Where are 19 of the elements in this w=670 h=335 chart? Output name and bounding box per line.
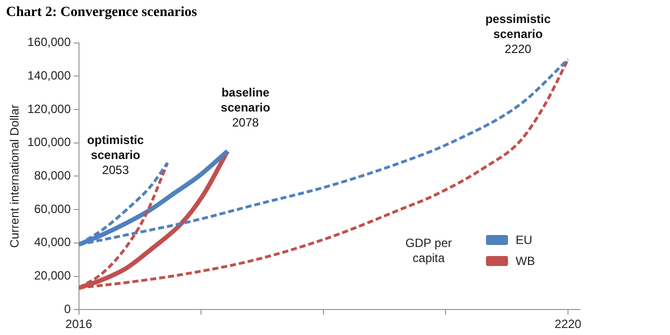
- y-tick-label: 100,000: [27, 135, 72, 150]
- y-tick-label: 40,000: [34, 235, 72, 250]
- annotation: pessimistic scenario 2220: [485, 12, 552, 56]
- legend-label: EU: [516, 233, 532, 248]
- annotation: baseline scenario 2078: [220, 86, 270, 130]
- y-tick-label: 80,000: [34, 168, 72, 183]
- x-tick-label: 2220: [554, 317, 582, 332]
- chart-title: Chart 2: Convergence scenarios: [6, 5, 198, 20]
- y-tick-label: 120,000: [27, 102, 72, 116]
- legend-label: WB: [516, 254, 535, 268]
- y-tick-label: 0: [64, 302, 72, 316]
- y-tick-label: 20,000: [34, 268, 72, 283]
- x-tick-label: 2016: [65, 317, 92, 332]
- y-tick-label: 160,000: [27, 35, 72, 50]
- y-tick-label: 60,000: [34, 202, 72, 216]
- annotation: optimistic scenario 2053: [87, 133, 144, 178]
- legend-title: GDP per capita: [404, 236, 453, 266]
- y-axis-title: Current international Dollar: [8, 104, 22, 248]
- y-tick-label: 140,000: [27, 68, 72, 82]
